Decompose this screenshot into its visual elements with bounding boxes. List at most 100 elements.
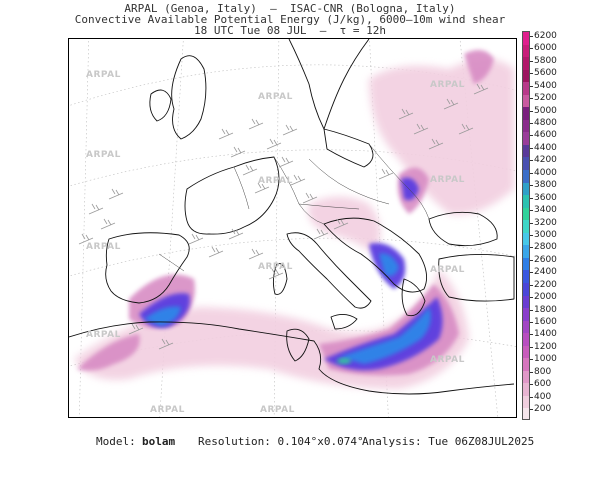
colorbar-label: 3800 (534, 180, 557, 191)
colorbar-segment (523, 408, 529, 419)
colorbar-segment (523, 157, 529, 171)
colorbar-label: 6200 (534, 31, 557, 41)
colorbar-label: 5800 (534, 55, 557, 66)
watermark: ARPAL (86, 150, 121, 160)
cape-shading (74, 50, 514, 389)
colorbar-tick (530, 321, 533, 323)
colorbar-segment (523, 395, 529, 409)
colorbar-label: 5600 (534, 68, 557, 79)
colorbar-tick (530, 185, 533, 187)
colorbar-segment (523, 308, 529, 322)
colorbar-segment (523, 358, 529, 372)
colorbar-segment (523, 232, 529, 246)
colorbar-tick (530, 396, 533, 398)
colorbar-segment (523, 107, 529, 121)
map-title: ARPAL (Genoa, Italy) – ISAC-CNR (Bologna… (124, 2, 456, 15)
colorbar-label: 1200 (534, 341, 557, 352)
colorbar (522, 31, 530, 420)
map-subtitle: Convective Available Potential Energy (J… (74, 13, 506, 26)
colorbar-tick (530, 147, 533, 149)
colorbar-segment (523, 207, 529, 221)
colorbar-tick (530, 272, 533, 274)
colorbar-tick (530, 210, 533, 212)
colorbar-segment (523, 94, 529, 108)
footer: Model: bolam Resolution: 0.104°x0.074° A… (0, 436, 600, 496)
colorbar-segment (523, 220, 529, 234)
colorbar-segment (523, 383, 529, 397)
watermark: ARPAL (86, 70, 121, 80)
colorbar-tick (530, 297, 533, 299)
colorbar-segment (523, 370, 529, 384)
colorbar-label: 3000 (534, 229, 557, 240)
colorbar-label: 4400 (534, 142, 557, 153)
watermark: ARPAL (258, 176, 293, 186)
colorbar-tick (530, 334, 533, 336)
watermark: ARPAL (260, 405, 295, 415)
colorbar-tick (530, 284, 533, 286)
colorbar-tick (530, 384, 533, 386)
colorbar-tick (530, 409, 533, 410)
colorbar-segment (523, 69, 529, 83)
wind-barbs (78, 83, 489, 350)
colorbar-segment (523, 195, 529, 209)
colorbar-label: 2200 (534, 279, 557, 290)
colorbar-tick (530, 309, 533, 311)
colorbar-segment (523, 144, 529, 158)
colorbar-label: 2800 (534, 242, 557, 253)
colorbar-label: 5400 (534, 80, 557, 91)
colorbar-tick (530, 85, 533, 87)
colorbar-segment (523, 170, 529, 184)
colorbar-tick (530, 110, 533, 112)
colorbar-segment (523, 132, 529, 146)
colorbar-label: 4200 (534, 155, 557, 166)
colorbar-tick (530, 73, 533, 75)
colorbar-tick (530, 48, 533, 50)
colorbar-segment (523, 245, 529, 259)
colorbar-label: 2600 (534, 254, 557, 265)
colorbar-tick (530, 160, 533, 162)
colorbar-label: 4000 (534, 167, 557, 178)
colorbar-tick (530, 98, 533, 100)
colorbar-label: 1600 (534, 316, 557, 327)
colorbar-segment (523, 333, 529, 347)
colorbar-label: 400 (534, 391, 552, 402)
watermark: ARPAL (150, 405, 185, 415)
map-canvas (69, 39, 516, 417)
colorbar-label: 5200 (534, 93, 557, 104)
colorbar-segment (523, 320, 529, 334)
colorbar-tick (530, 172, 533, 174)
colorbar-tick (530, 371, 533, 373)
watermark: ARPAL (258, 92, 293, 102)
colorbar-label: 3600 (534, 192, 557, 203)
colorbar-tick (530, 234, 533, 236)
valid-time: 18 UTC Tue 08 JUL – τ = 12h (193, 24, 387, 37)
colorbar-segment (523, 82, 529, 96)
colorbar-label: 4600 (534, 130, 557, 141)
colorbar-label: 3200 (534, 217, 557, 228)
colorbar-label: 600 (534, 379, 552, 390)
watermark: ARPAL (86, 242, 121, 252)
coastlines (69, 39, 515, 395)
colorbar-label: 6000 (534, 43, 557, 54)
colorbar-tick (530, 346, 533, 348)
colorbar-segment (523, 57, 529, 71)
colorbar-segment (523, 182, 529, 196)
watermark: ARPAL (430, 175, 465, 185)
colorbar-label: 3400 (534, 205, 557, 216)
colorbar-tick (530, 36, 533, 37)
colorbar-segment (523, 32, 529, 46)
colorbar-label: 4800 (534, 118, 557, 129)
colorbar-segment (523, 295, 529, 309)
watermark: ARPAL (86, 330, 121, 340)
watermark: ARPAL (258, 262, 293, 272)
colorbar-segment (523, 119, 529, 133)
colorbar-tick (530, 222, 533, 224)
resolution-info: Resolution: 0.104°x0.074° (198, 435, 364, 448)
country-borders (158, 143, 430, 272)
colorbar-tick (530, 135, 533, 137)
colorbar-label: 2000 (534, 292, 557, 303)
colorbar-segment (523, 257, 529, 271)
colorbar-tick (530, 60, 533, 62)
model-value: bolam (142, 435, 176, 448)
forecast-map[interactable] (68, 38, 517, 418)
